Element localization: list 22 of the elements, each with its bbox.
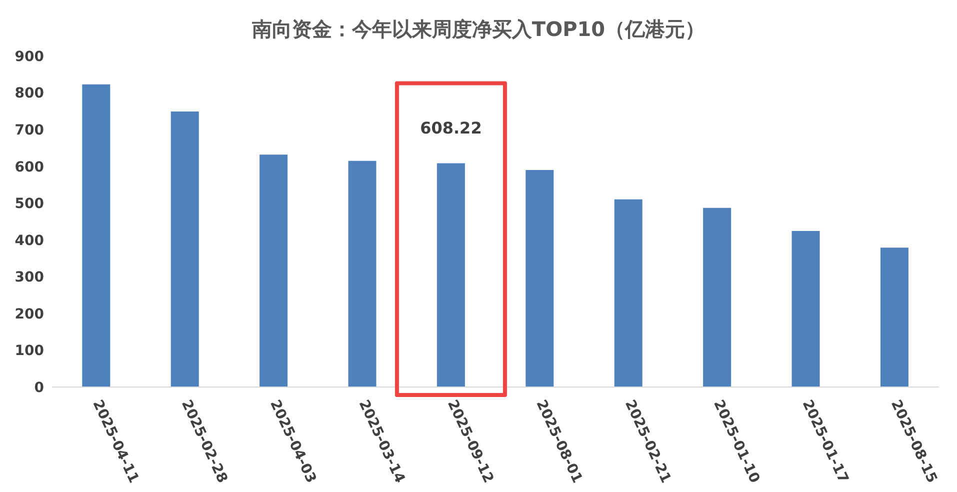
y-tick-label: 800: [14, 86, 44, 102]
y-tick-label: 200: [14, 306, 44, 322]
bar: [436, 163, 465, 387]
bar: [260, 154, 288, 387]
y-tick-label: 600: [14, 159, 44, 176]
bar: [526, 170, 554, 387]
y-tick-label: 0: [34, 380, 44, 396]
y-tick-label: 500: [14, 196, 44, 212]
bar: [614, 199, 642, 387]
bar: [82, 84, 110, 387]
y-tick-label: 400: [14, 232, 44, 249]
bar: [348, 160, 376, 387]
y-tick-label: 100: [14, 343, 44, 360]
data-label: 608.22: [420, 118, 482, 138]
bar: [880, 248, 908, 387]
chart-title: 南向资金：今年以来周度净买入TOP10（亿港元）: [250, 16, 706, 43]
bar: [792, 231, 820, 387]
bar: [703, 208, 732, 387]
y-tick-label: 700: [14, 122, 44, 139]
y-tick-label: 300: [14, 270, 44, 286]
bar: [170, 112, 199, 387]
y-tick-label: 900: [14, 48, 44, 65]
